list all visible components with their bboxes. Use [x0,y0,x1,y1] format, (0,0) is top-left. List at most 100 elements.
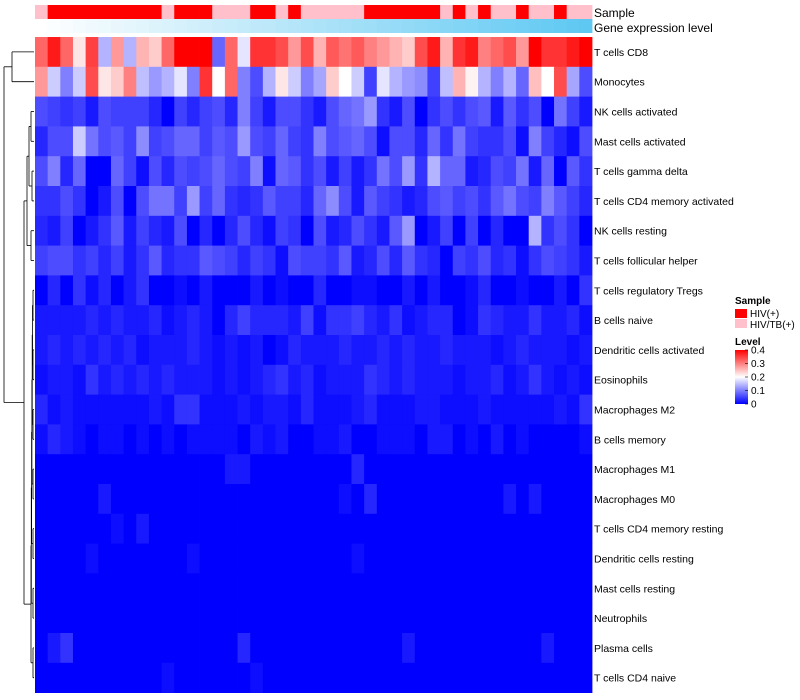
heatmap-cell [212,37,226,68]
heatmap-cell [275,484,289,515]
sample-cell [376,5,390,19]
gene-expression-cell [326,19,340,33]
heatmap-cell [148,513,162,544]
heatmap-cell [364,424,378,455]
heatmap-cell [465,305,479,336]
heatmap-cell [262,305,276,336]
heatmap-cell [288,543,302,574]
sample-annotation-bar [35,5,593,19]
legend: Sample HIV(+) HIV/TB(+) Level 0.40.30.20… [735,296,795,411]
heatmap-cell [123,543,137,574]
heatmap-cell [376,662,390,693]
heatmap-cell [60,633,74,664]
heatmap-cell [275,126,289,157]
heatmap-cell [338,245,352,276]
heatmap-cell [440,156,454,187]
heatmap-cell [313,156,327,187]
heatmap-cell [161,126,175,157]
row-label: Plasma cells [594,643,653,655]
heatmap-cell [364,573,378,604]
heatmap-cell [313,662,327,693]
heatmap-cell [402,424,416,455]
heatmap-cell [237,215,251,246]
heatmap-cell [376,156,390,187]
heatmap-cell [579,424,593,455]
heatmap-cell [389,275,403,306]
heatmap-cell [364,603,378,634]
heatmap-cell [402,37,416,68]
heatmap-cell [503,662,517,693]
heatmap-cell [427,275,441,306]
heatmap-cell [161,454,175,485]
heatmap-cell [579,96,593,127]
sample-cell [528,5,542,19]
heatmap-cell [237,394,251,425]
heatmap-cell [123,215,137,246]
heatmap-cell [376,573,390,604]
heatmap-cell [212,394,226,425]
heatmap-cell [452,245,466,276]
sample-cell [35,5,49,19]
row-label: Macrophages M2 [594,405,675,417]
heatmap-cell [47,37,61,68]
sample-cell [516,5,530,19]
heatmap-cell [427,186,441,217]
gene-expression-cell [414,19,428,33]
heatmap-cell [123,484,137,515]
heatmap-cell [503,573,517,604]
heatmap-cell [528,156,542,187]
heatmap-cell [427,454,441,485]
heatmap-cell [554,484,568,515]
heatmap-cell [490,394,504,425]
heatmap-cell [288,364,302,395]
heatmap-cell [541,37,555,68]
heatmap-cell [300,126,314,157]
heatmap-cell [47,543,61,574]
heatmap-cell [389,603,403,634]
heatmap-cell [262,394,276,425]
heatmap-cell [250,364,264,395]
heatmap-cell [490,305,504,336]
heatmap-cell [60,364,74,395]
heatmap-cell [528,245,542,276]
heatmap-cell [516,513,530,544]
heatmap-cell [98,513,112,544]
heatmap-cell [250,275,264,306]
heatmap-cell [541,573,555,604]
row-label: Monocytes [594,77,645,89]
heatmap-cell [47,603,61,634]
heatmap-cell [136,484,150,515]
heatmap-cell [186,335,200,366]
heatmap-cell [123,335,137,366]
heatmap-cell [427,156,441,187]
sample-cell [224,5,238,19]
gene-expression-cell [148,19,162,33]
heatmap-cell [465,662,479,693]
heatmap-cell [250,543,264,574]
heatmap-cell [351,126,365,157]
heatmap-cell [376,513,390,544]
gene-expression-cell [516,19,530,33]
heatmap-cell [85,484,99,515]
heatmap-cell [579,305,593,336]
heatmap-cell [250,513,264,544]
heatmap-cell [541,215,555,246]
heatmap-cell [199,513,213,544]
gene-expression-cell [161,19,175,33]
heatmap-cell [47,454,61,485]
row-label: T cells regulatory Tregs [594,285,703,297]
heatmap-cell [186,543,200,574]
heatmap-cell [300,513,314,544]
heatmap-cell [85,126,99,157]
heatmap-cell [136,126,150,157]
heatmap-cell [402,573,416,604]
heatmap-cell [224,66,238,97]
heatmap-cell [60,186,74,217]
heatmap-cell [98,96,112,127]
heatmap-cell [566,126,580,157]
sample-cell [85,5,99,19]
heatmap-cell [98,66,112,97]
sample-cell [288,5,302,19]
heatmap-cell [136,364,150,395]
heatmap-cell [566,484,580,515]
